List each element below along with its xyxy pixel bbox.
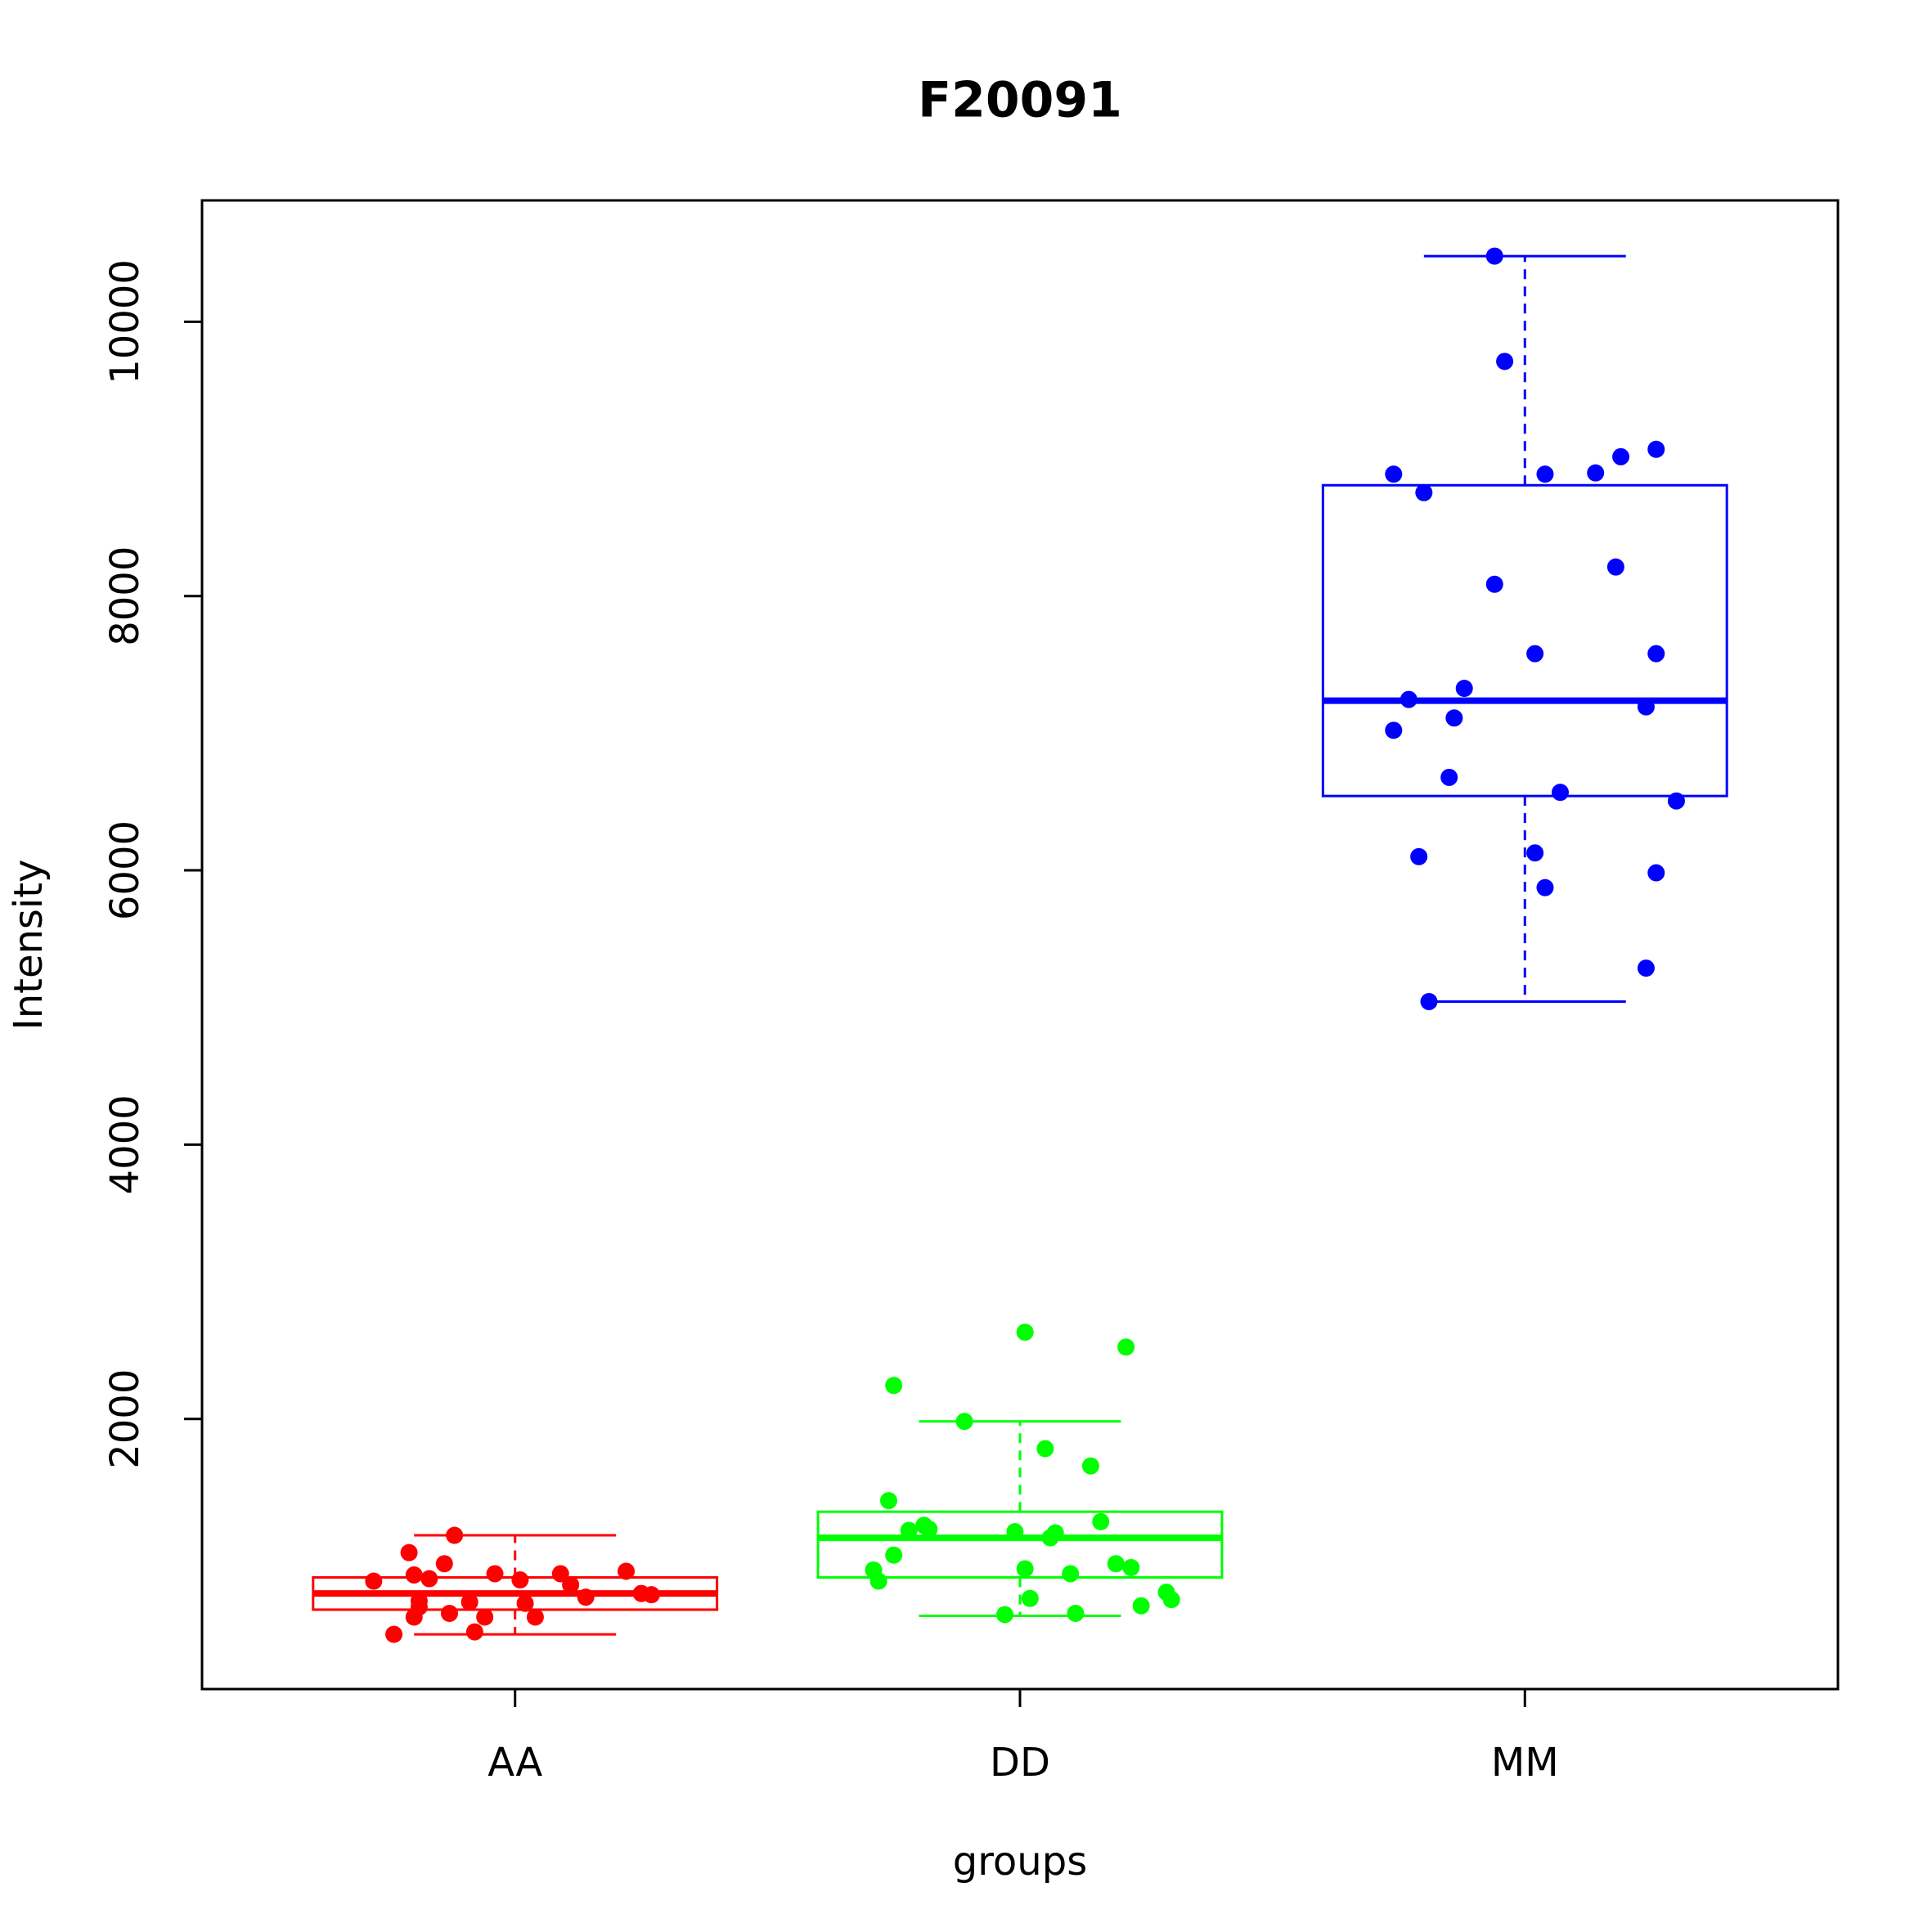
x-tick-label: DD	[990, 1740, 1050, 1786]
point	[405, 1608, 423, 1626]
point	[1536, 878, 1554, 896]
point	[1667, 792, 1685, 810]
y-tick-label: 4000	[102, 1094, 148, 1194]
point	[461, 1593, 479, 1611]
point	[1606, 558, 1624, 576]
point	[955, 1413, 973, 1431]
point	[1041, 1529, 1059, 1547]
point	[920, 1521, 938, 1539]
point	[900, 1521, 918, 1539]
point	[1647, 864, 1665, 882]
point	[1637, 698, 1655, 716]
point	[1612, 447, 1630, 465]
point	[1016, 1323, 1034, 1341]
point	[446, 1526, 464, 1544]
point	[880, 1492, 898, 1510]
point	[618, 1562, 636, 1580]
point	[1006, 1523, 1024, 1541]
point	[400, 1543, 418, 1561]
x-tick-label: MM	[1491, 1740, 1559, 1786]
point	[642, 1586, 660, 1604]
point	[405, 1566, 423, 1584]
point	[1415, 483, 1433, 501]
y-tick-label: 6000	[102, 820, 148, 920]
y-tick-label: 8000	[102, 546, 148, 646]
point	[1526, 844, 1544, 862]
point	[511, 1571, 529, 1589]
point	[1496, 353, 1514, 371]
point	[526, 1608, 544, 1626]
point	[486, 1565, 504, 1583]
point	[1536, 465, 1554, 483]
point	[1036, 1440, 1054, 1458]
point	[440, 1604, 458, 1622]
point	[551, 1565, 569, 1583]
x-tick-label: AA	[487, 1740, 542, 1786]
point	[1021, 1589, 1039, 1607]
point	[1081, 1457, 1099, 1475]
point	[1132, 1597, 1150, 1615]
point	[1455, 680, 1473, 698]
point	[1445, 709, 1463, 727]
box	[816, 1510, 1224, 1579]
point	[1647, 440, 1665, 458]
plot-frame	[200, 199, 1840, 1691]
point	[1107, 1555, 1125, 1573]
point	[1587, 464, 1605, 482]
point	[1410, 847, 1428, 865]
point	[365, 1572, 383, 1590]
point	[1485, 575, 1503, 593]
point	[1162, 1591, 1180, 1609]
x-axis-label: groups	[953, 1839, 1087, 1885]
point	[1647, 645, 1665, 663]
point	[1637, 959, 1655, 977]
point	[1385, 465, 1403, 483]
point	[885, 1546, 903, 1564]
point	[995, 1606, 1013, 1624]
point	[1526, 645, 1544, 663]
y-axis-label: Intensity	[6, 860, 52, 1031]
point	[1117, 1338, 1135, 1356]
point	[1485, 247, 1503, 265]
point	[1400, 690, 1418, 708]
point	[1062, 1565, 1080, 1583]
box	[1321, 483, 1728, 798]
point	[869, 1572, 887, 1590]
point	[516, 1594, 534, 1612]
point	[562, 1576, 580, 1594]
point	[885, 1377, 903, 1395]
point	[1551, 784, 1569, 802]
point	[1067, 1604, 1085, 1622]
point	[577, 1588, 595, 1606]
point	[465, 1623, 483, 1641]
chart-title: F20091	[918, 72, 1122, 129]
point	[1420, 992, 1438, 1010]
point	[420, 1570, 438, 1588]
point	[476, 1608, 494, 1626]
point	[1440, 768, 1458, 786]
point	[385, 1625, 403, 1643]
point	[435, 1555, 453, 1573]
point	[1016, 1560, 1034, 1578]
point	[1385, 721, 1403, 739]
y-tick-label: 10000	[102, 259, 148, 384]
point	[1092, 1512, 1110, 1530]
point	[1122, 1558, 1140, 1576]
y-tick-label: 2000	[102, 1369, 148, 1469]
